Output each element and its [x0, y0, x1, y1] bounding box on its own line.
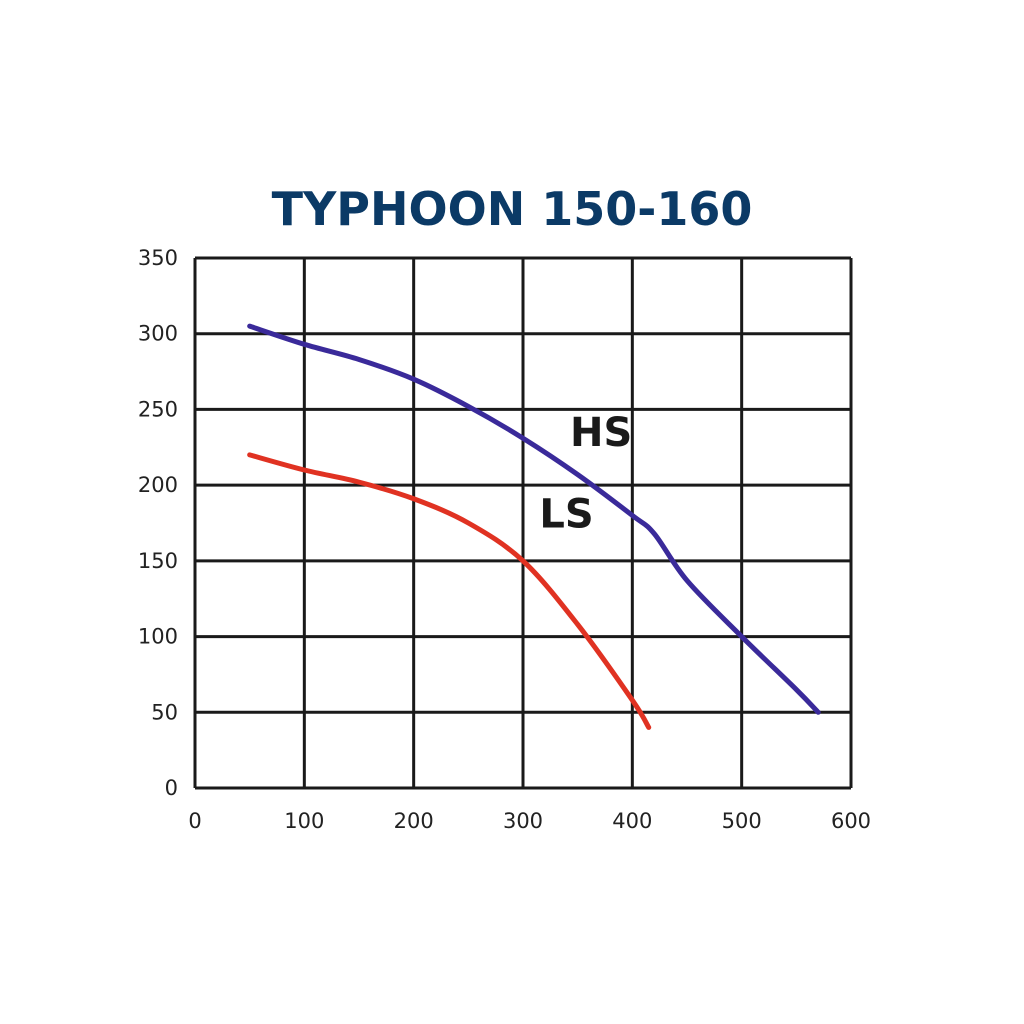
y-tick-label: 0	[165, 776, 178, 800]
series-labels: HS LS	[539, 410, 632, 538]
y-tick-label: 250	[138, 397, 178, 421]
y-tick-label: 200	[138, 473, 178, 497]
series-label-ls: LS	[539, 492, 593, 538]
x-tick-label: 400	[612, 809, 652, 833]
x-tick-label: 200	[394, 809, 434, 833]
series-line-hs	[247, 323, 821, 715]
series-lines	[247, 323, 821, 730]
y-axis-ticks: 0 50 100 150 200 250 300 350	[138, 246, 178, 800]
y-tick-label: 300	[138, 322, 178, 346]
x-tick-label: 100	[284, 809, 324, 833]
y-tick-label: 50	[151, 700, 178, 724]
x-tick-label: 500	[722, 809, 762, 833]
series-line-ls	[247, 452, 652, 730]
x-tick-label: 0	[188, 809, 201, 833]
x-axis-ticks: 0 100 200 300 400 500 600	[188, 809, 871, 833]
y-tick-label: 100	[138, 625, 178, 649]
x-tick-label: 600	[831, 809, 871, 833]
grid	[193, 256, 853, 790]
x-tick-label: 300	[503, 809, 543, 833]
y-tick-label: 350	[138, 246, 178, 270]
y-tick-label: 150	[138, 549, 178, 573]
series-label-hs: HS	[570, 410, 632, 456]
chart-title: TYPHOON 150-160	[272, 182, 753, 236]
